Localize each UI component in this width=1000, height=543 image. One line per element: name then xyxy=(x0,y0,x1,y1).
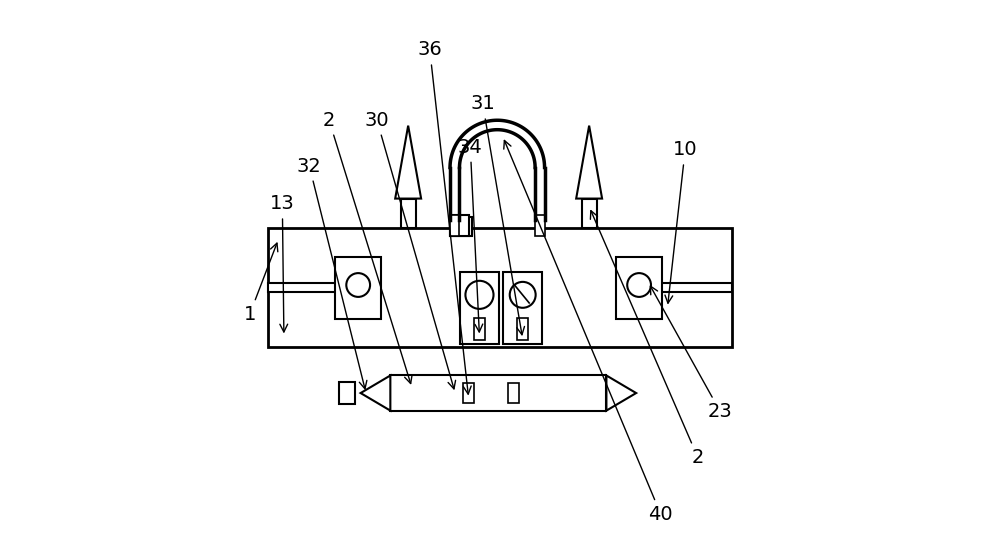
Text: 30: 30 xyxy=(365,111,456,389)
Text: 32: 32 xyxy=(297,156,367,389)
Bar xyxy=(616,257,662,319)
Bar xyxy=(460,272,499,344)
Text: 10: 10 xyxy=(665,140,697,303)
Bar xyxy=(508,383,519,403)
Text: 40: 40 xyxy=(504,141,673,524)
Text: 23: 23 xyxy=(650,286,733,421)
Polygon shape xyxy=(395,125,421,199)
Bar xyxy=(450,215,469,236)
Bar xyxy=(390,376,606,411)
Polygon shape xyxy=(361,376,390,411)
Polygon shape xyxy=(576,125,602,199)
Polygon shape xyxy=(606,376,636,411)
Bar xyxy=(463,383,474,403)
Text: 2: 2 xyxy=(323,111,412,383)
Bar xyxy=(535,215,545,236)
Bar xyxy=(335,257,381,319)
Text: 34: 34 xyxy=(458,138,483,332)
Text: 1: 1 xyxy=(243,243,278,324)
Text: 36: 36 xyxy=(417,40,471,394)
Bar xyxy=(503,272,542,344)
Text: 2: 2 xyxy=(590,211,704,468)
Bar xyxy=(450,218,472,236)
Bar xyxy=(474,319,485,340)
Bar xyxy=(450,215,459,236)
Bar xyxy=(401,199,416,228)
Bar xyxy=(268,228,732,347)
Bar xyxy=(582,199,597,228)
Bar xyxy=(339,382,355,404)
Text: 31: 31 xyxy=(470,94,524,335)
Bar xyxy=(268,283,360,293)
Text: 13: 13 xyxy=(270,194,295,332)
Bar xyxy=(640,283,732,293)
Bar xyxy=(517,319,528,340)
